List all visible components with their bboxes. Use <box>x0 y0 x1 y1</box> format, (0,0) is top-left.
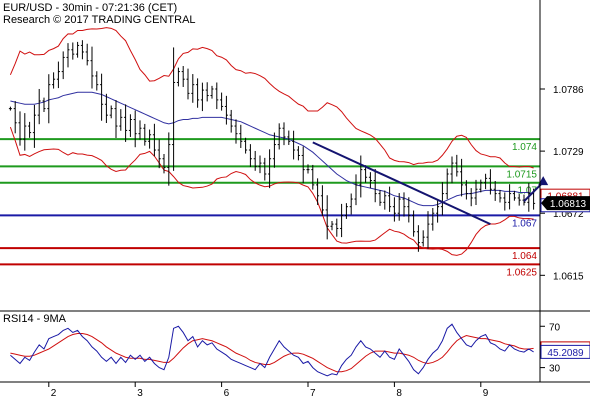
level-label: 1.0625 <box>506 267 537 278</box>
rsi-tick-label: 30 <box>549 364 561 375</box>
rsi-line <box>10 323 534 377</box>
chart-header-line2: Research © 2017 TRADING CENTRAL <box>3 14 196 26</box>
price-tick-label: 1.0615 <box>553 271 584 282</box>
current-price-label: 1.06813 <box>550 199 587 210</box>
x-axis-ticks: 2 3 6 7 8 9 <box>48 382 489 399</box>
chart-header-line1: EUR/USD - 30min - 07:21:36 (CET) <box>3 2 177 14</box>
moving-average-line <box>10 91 534 207</box>
level-label: 1.07 <box>518 186 538 197</box>
level-label: 1.074 <box>512 142 537 153</box>
x-tick-label: 8 <box>396 388 402 399</box>
level-label: 1.0715 <box>506 169 537 180</box>
price-tick-label: 1.0786 <box>553 85 584 96</box>
level-label: 1.067 <box>512 218 537 229</box>
price-bars <box>8 40 536 252</box>
rsi-panel <box>10 323 534 377</box>
x-tick-label: 6 <box>224 388 230 399</box>
x-tick-label: 9 <box>483 388 489 399</box>
lower-band <box>9 126 534 256</box>
rsi-ma-line <box>10 333 534 373</box>
x-tick-label: 7 <box>310 388 316 399</box>
current-price-box <box>541 196 590 211</box>
moving-average <box>9 27 534 256</box>
x-tick-label: 2 <box>51 388 57 399</box>
upper-band <box>9 27 534 169</box>
price-tick-label: 1.0729 <box>553 147 584 158</box>
price-tick-label: 1.0672 <box>553 209 584 220</box>
rsi-tick-label: 70 <box>549 322 561 333</box>
rsi-title: RSI14 - 9MA <box>3 313 67 325</box>
rsi-tag-label: 45.2089 <box>547 348 584 359</box>
x-tick-label: 3 <box>137 388 143 399</box>
forecast-arrow-head <box>538 176 549 186</box>
price-y-axis-ticks: 1.0786 1.0729 1.0672 1.0615 <box>540 85 584 282</box>
price-panel: 1.074 1.0715 1.07 1.067 1.064 1.0625 <box>0 27 549 278</box>
level-label: 1.064 <box>512 251 537 262</box>
rsi-tags: 48.592845.2089 <box>540 341 590 359</box>
trendline <box>312 141 491 226</box>
price-tags: 1.068811.067931.06813 <box>540 188 590 213</box>
rsi-tag-box <box>540 344 590 359</box>
